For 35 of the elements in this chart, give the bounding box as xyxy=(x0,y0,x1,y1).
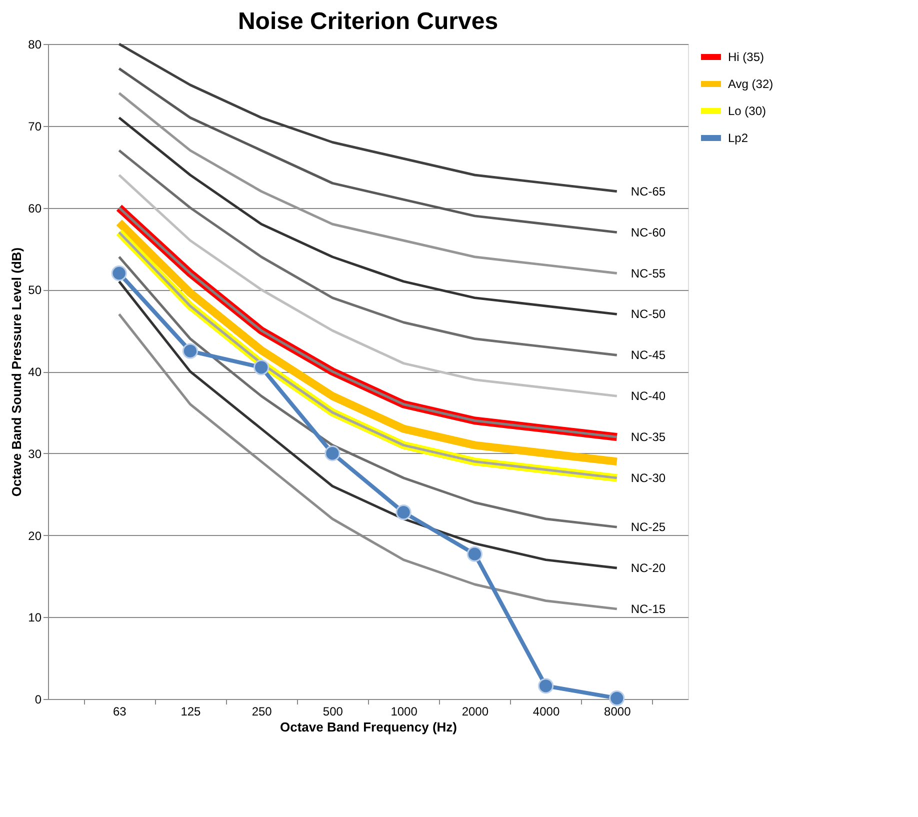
y-tick-label: 0 xyxy=(34,692,42,706)
series-label: NC-30 xyxy=(630,470,666,485)
series-label: NC-20 xyxy=(630,561,666,575)
x-tick-label: 1000 xyxy=(390,704,418,718)
legend-label: Hi (35) xyxy=(728,50,764,64)
series-label: NC-60 xyxy=(630,225,666,240)
x-tick-label: 125 xyxy=(180,704,202,718)
legend-label: Lo (30) xyxy=(728,104,766,118)
y-tick-label: 80 xyxy=(28,38,42,52)
legend-label: Avg (32) xyxy=(728,77,774,91)
y-tick-label: 10 xyxy=(28,610,42,625)
series-label: NC-15 xyxy=(630,602,666,616)
series-label: NC-40 xyxy=(630,389,666,404)
y-tick-label: 30 xyxy=(28,446,42,461)
series-label: NC-65 xyxy=(630,184,666,198)
series-label: NC-45 xyxy=(630,348,666,362)
x-tick-label: 2000 xyxy=(462,704,489,718)
x-axis-title: Octave Band Frequency (Hz) xyxy=(280,720,457,734)
legend-label: Lp2 xyxy=(728,131,748,145)
x-tick-label: 4000 xyxy=(532,704,560,718)
y-tick-label: 40 xyxy=(28,365,42,379)
x-tick-label: 500 xyxy=(322,704,344,718)
chart-title: Noise Criterion Curves xyxy=(238,8,498,35)
series-label: NC-25 xyxy=(630,520,666,534)
y-axis-title: Octave Band Sound Pressure Level (dB) xyxy=(9,247,24,497)
x-tick-label: 63 xyxy=(112,704,127,718)
y-tick-label: 60 xyxy=(28,201,42,216)
series-label: NC-35 xyxy=(630,430,666,444)
x-tick-label: 8000 xyxy=(604,704,632,718)
x-tick-label: 250 xyxy=(252,704,272,718)
y-tick-label: 70 xyxy=(28,119,42,134)
series-label: NC-50 xyxy=(630,307,666,322)
y-tick-label: 20 xyxy=(28,528,42,543)
y-tick-label: 50 xyxy=(28,283,42,298)
series-label: NC-55 xyxy=(630,266,666,280)
